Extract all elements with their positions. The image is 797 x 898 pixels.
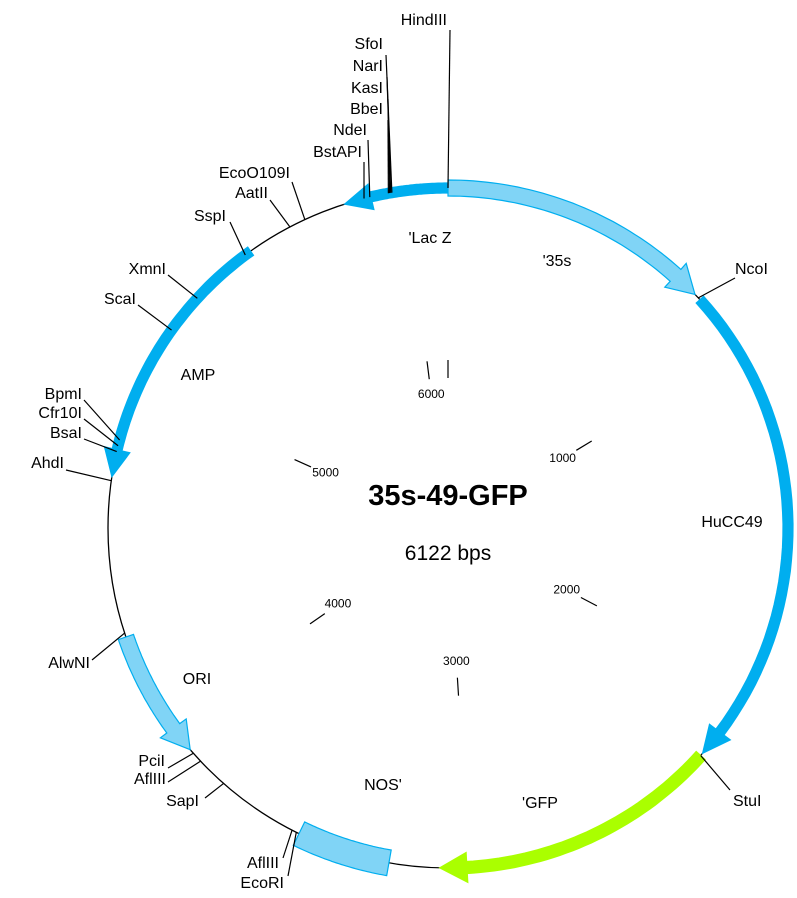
site-line: [204, 782, 224, 799]
site-label: StuI: [733, 793, 761, 810]
bp-tick: [456, 677, 460, 696]
site-label: EcoRI: [240, 875, 284, 892]
plasmid-name: 35s-49-GFP: [368, 480, 528, 512]
feature-label: NOS': [364, 777, 402, 794]
feature-arrow: [292, 821, 392, 877]
site-line: [282, 829, 293, 859]
site-line: [65, 469, 112, 482]
site-label: KasI: [351, 80, 383, 97]
feature-arrow: [117, 633, 191, 751]
site-label: SapI: [166, 793, 199, 810]
site-label: SfoI: [355, 36, 383, 53]
bp-tick-label: 2000: [553, 582, 580, 596]
site-label: BbeI: [350, 101, 383, 118]
site-label: AlwNI: [48, 655, 90, 672]
site-label: AatII: [235, 185, 268, 202]
feature-label: AMP: [181, 367, 216, 384]
site-label: BstAPI: [313, 144, 362, 161]
bp-tick-label: 6000: [418, 387, 445, 401]
site-label: Cfr10I: [38, 405, 82, 422]
site-line: [83, 438, 117, 453]
bp-tick-label: 1000: [549, 451, 576, 465]
plasmid-size: 6122 bps: [405, 542, 491, 565]
site-label: NcoI: [735, 261, 768, 278]
site-line: [700, 755, 731, 791]
site-line: [167, 760, 201, 783]
site-line: [387, 98, 391, 194]
site-line: [287, 832, 297, 877]
site-line: [137, 304, 172, 331]
site-label: SspI: [194, 208, 226, 225]
site-label: XmnI: [129, 261, 166, 278]
site-label: HindIII: [401, 12, 447, 29]
site-label: ScaI: [104, 291, 136, 308]
bp-tick-label: 5000: [312, 466, 339, 480]
feature-arrow: [695, 295, 794, 755]
feature-label: HuCC49: [701, 514, 762, 531]
bp-tick: [294, 459, 312, 468]
feature-arrow: [447, 179, 696, 296]
feature-label: 'GFP: [522, 795, 558, 812]
site-label: PciI: [138, 753, 165, 770]
site-label: BpmI: [45, 386, 82, 403]
ticks: 1000 2000 3000 4000 5000 6000: [294, 361, 598, 696]
feature-arrow: [343, 182, 449, 211]
site-label: BsaI: [50, 425, 82, 442]
site-line: [83, 418, 119, 447]
site-line: [83, 399, 121, 441]
bp-tick-label: 3000: [443, 654, 470, 668]
bp-tick: [580, 596, 598, 607]
bp-tick-label: 4000: [325, 597, 352, 611]
sites: HindIII SfoI NarI KasI BbeI NdeI BstAPI EcoO109…: [31, 12, 768, 892]
site-line: [91, 632, 126, 661]
site-label: EcoO109I: [219, 165, 290, 182]
site-line: [367, 139, 371, 198]
site-label: NdeI: [333, 122, 367, 139]
site-line: [167, 752, 194, 769]
bp-tick: [309, 613, 326, 625]
site-line: [229, 221, 246, 256]
bp-tick: [426, 361, 430, 380]
site-line: [291, 181, 306, 220]
site-label: AhdI: [31, 455, 64, 472]
site-label: AflIII: [247, 855, 279, 872]
site-line: [167, 274, 198, 299]
bp-tick: [575, 440, 593, 451]
features: 'Lac Z '35s HuCC49 'GFP NOS' ORI AMP: [103, 179, 794, 884]
feature-label: '35s: [543, 253, 572, 270]
site-label: AflIII: [134, 771, 166, 788]
feature-arrow: [438, 750, 706, 884]
site-line: [447, 29, 451, 189]
feature-label: 'Lac Z: [408, 230, 451, 247]
feature-label: ORI: [183, 671, 211, 688]
site-line: [697, 277, 736, 299]
site-label: NarI: [353, 58, 383, 75]
feature-arrow: [103, 246, 255, 478]
site-line: [269, 199, 291, 228]
